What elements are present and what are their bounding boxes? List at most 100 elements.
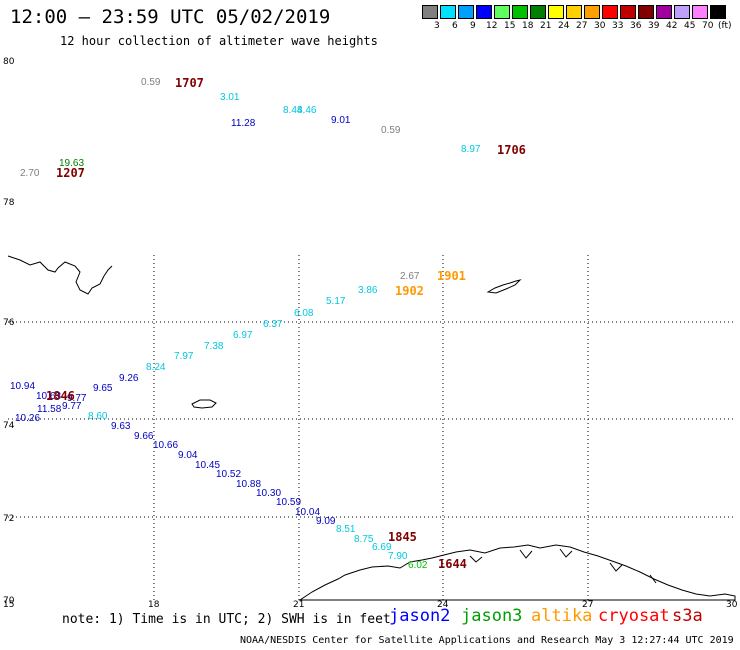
legend-swatch [494, 5, 510, 19]
wave-height-label: 9.66 [134, 431, 154, 442]
wave-height-label: 7.97 [174, 351, 194, 362]
legend-swatch [476, 5, 492, 19]
legend-swatch [584, 5, 600, 19]
wave-height-label: 5.17 [326, 296, 346, 307]
satellite-name: s3a [672, 606, 703, 626]
wave-height-label: 6.08 [294, 308, 314, 319]
wave-height-label: 0.59 [381, 125, 401, 136]
wave-height-label: 10.04 [295, 507, 321, 518]
wave-height-label: 9.09 [316, 516, 336, 527]
lat-label: 76 [3, 318, 15, 328]
pass-time-label: 1706 [497, 143, 526, 157]
legend-tick: 36 [630, 21, 642, 31]
satellite-name: cryosat [598, 606, 670, 626]
wave-height-label: 10.45 [195, 460, 221, 471]
legend-tick: 45 [684, 21, 696, 31]
wave-height-label: 3.01 [220, 92, 240, 103]
legend-tick: 70 [702, 21, 714, 31]
wave-height-label: 11.58 [37, 404, 62, 415]
wave-height-label: 3.86 [358, 285, 378, 296]
wave-height-label: 10.30 [256, 488, 282, 499]
lon-label: 18 [148, 600, 160, 610]
legend-tick: 15 [504, 21, 516, 31]
wave-height-label: 9.04 [178, 450, 198, 461]
legend-tick: (ft) [718, 21, 732, 31]
pass-time-label: 1902 [395, 284, 424, 298]
wave-height-label: 9.26 [119, 373, 139, 384]
wave-height-label: 10.94 [10, 381, 36, 392]
wave-height-label: 2.70 [20, 168, 40, 179]
wave-height-label: 9.77 [67, 393, 87, 404]
legend-tick: 3 [434, 21, 440, 31]
wave-height-label: 8.75 [354, 534, 374, 545]
lon-label: 30 [726, 600, 738, 610]
graticule [8, 255, 735, 600]
legend-tick: 21 [540, 21, 552, 31]
legend-tick: 27 [576, 21, 588, 31]
legend-swatch [692, 5, 708, 19]
wave-height-label: 0.59 [141, 77, 161, 88]
legend-swatch [458, 5, 474, 19]
wave-height-label: 6.69 [372, 542, 392, 553]
legend-swatch [440, 5, 456, 19]
satellite-name: jason2 [389, 606, 451, 626]
legend-swatch [422, 5, 438, 19]
pass-time-label: 1707 [175, 76, 204, 90]
legend-swatch [638, 5, 654, 19]
footer-note: note: 1) Time is in UTC; 2) SWH is in fe… [62, 612, 391, 627]
wave-height-label: 9.77 [62, 401, 82, 412]
legend-swatch [512, 5, 528, 19]
legend-swatch [674, 5, 690, 19]
norway-coast-fjords [469, 548, 657, 584]
wave-height-label: 9.65 [93, 383, 113, 394]
wave-height-label: 10.88 [236, 479, 262, 490]
legend-tick: 9 [470, 21, 476, 31]
pass-time-label: 1644 [438, 557, 467, 571]
wave-height-label: 8.51 [336, 524, 356, 535]
wave-height-label: 8.46 [297, 105, 317, 116]
legend-swatch [620, 5, 636, 19]
wave-height-label: 8.24 [146, 362, 166, 373]
jan-mayen-ish [486, 279, 522, 294]
wave-height-label: 10.26 [15, 413, 41, 424]
legend-tick: 39 [648, 21, 660, 31]
pass-time-label: 1846 [46, 389, 75, 403]
wave-height-label: 6.02 [408, 560, 428, 571]
wave-height-label: 10.52 [216, 469, 242, 480]
wave-height-label: 9.01 [331, 115, 351, 126]
credit-line: NOAA/NESDIS Center for Satellite Applica… [240, 635, 734, 646]
pass-time-label: 1845 [388, 530, 417, 544]
lon-label: 24 [437, 600, 449, 610]
wave-height-label: 9.63 [111, 421, 131, 432]
legend-tick: 24 [558, 21, 570, 31]
wave-height-label: 11.28 [231, 118, 256, 129]
wave-height-label: 8.97 [461, 144, 481, 155]
lon-label: 21 [293, 600, 305, 610]
wave-height-label: 8.60 [88, 411, 108, 422]
wave-height-label: 10.66 [153, 440, 179, 451]
bear-island [191, 399, 217, 409]
lon-label: 27 [582, 600, 594, 610]
wave-height-label: 7.90 [388, 551, 408, 562]
map-title: 12:00 – 23:59 UTC 05/02/2019 [10, 6, 331, 28]
legend-tick: 18 [522, 21, 534, 31]
norway-coast [298, 544, 736, 601]
lat-label: 80 [3, 57, 15, 67]
legend-swatch [602, 5, 618, 19]
wave-height-label: 6.37 [263, 319, 283, 330]
satellite-name: jason3 [461, 606, 523, 626]
lat-label: 72 [3, 514, 15, 524]
legend-tick: 12 [486, 21, 498, 31]
legend-tick: 30 [594, 21, 606, 31]
wave-height-label: 6.97 [233, 330, 253, 341]
legend-swatch [656, 5, 672, 19]
wave-height-label: 10.63 [36, 391, 62, 402]
legend-tick: 6 [452, 21, 458, 31]
wave-height-label: 19.63 [59, 158, 85, 169]
legend-swatch [530, 5, 546, 19]
pass-time-label: 1207 [56, 166, 85, 180]
lat-label: 70 [3, 596, 15, 606]
coastline [7, 255, 736, 601]
legend-tick: 42 [666, 21, 678, 31]
